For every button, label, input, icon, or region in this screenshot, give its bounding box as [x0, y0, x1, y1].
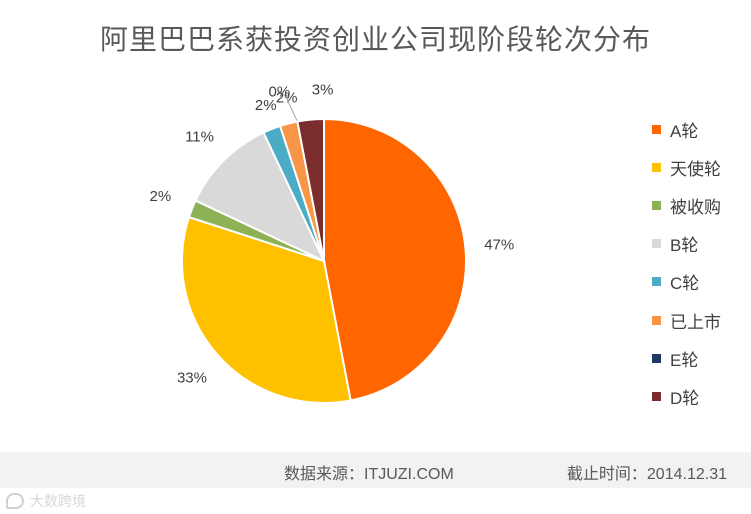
footer-bar: 数据来源：ITJUZI.COM 截止时间：2014.12.31: [0, 452, 751, 488]
legend-swatch: [652, 200, 661, 210]
legend-item: E轮: [652, 339, 751, 377]
pie-slice-8: 3%: [296, 82, 334, 262]
legend-label: D轮: [670, 388, 700, 408]
legend-item: 被收购: [652, 186, 751, 224]
leader-line: [284, 95, 298, 122]
pie-slice-7: 0%: [269, 84, 298, 122]
legend-swatch: [652, 277, 661, 287]
watermark-logo-icon: [6, 493, 24, 509]
watermark: 大数跨境: [6, 490, 86, 512]
legend: A轮天使轮被收购 B轮 C轮已上市 E轮 D轮: [652, 110, 751, 416]
legend-label: 被收购: [670, 197, 721, 217]
legend-item: B轮: [652, 225, 751, 263]
legend-item: D轮: [652, 377, 751, 415]
pie-slice-2: 33%: [177, 215, 352, 404]
legend-label: 已上市: [670, 312, 721, 332]
slice-data-label: 0%: [269, 84, 291, 101]
slice-data-label: 47%: [484, 236, 514, 253]
legend-label: E轮: [670, 350, 699, 370]
legend-label: B轮: [670, 236, 699, 256]
pie-slice-shape-4: [194, 131, 327, 264]
slice-data-label: 2%: [255, 97, 277, 114]
legend-label: C轮: [670, 274, 700, 294]
legend-swatch: [652, 315, 661, 325]
legend-item: C轮: [652, 263, 751, 301]
chart-title: 阿里巴巴系获投资创业公司现阶段轮次分布: [99, 24, 651, 55]
legend-item: 天使轮: [652, 148, 751, 186]
legend-swatch: [652, 162, 661, 172]
slice-data-label: 33%: [177, 369, 207, 386]
legend-label: 天使轮: [670, 159, 721, 179]
legend-swatch: [652, 239, 661, 249]
pie-slice-4: 11%: [185, 129, 327, 264]
slice-data-label: 3%: [312, 82, 334, 99]
legend-swatch: [652, 391, 661, 401]
legend-label: A轮: [670, 121, 699, 141]
legend-item: A轮: [652, 110, 751, 148]
pie-chart: 47%33%2%11%2%2%0%3%: [150, 82, 514, 404]
pie-slice-1: 47%: [323, 117, 514, 402]
cutoff-date: 截止时间：2014.12.31: [566, 466, 727, 483]
legend-item: 已上市: [652, 301, 751, 339]
chart-card: 阿里巴巴系获投资创业公司现阶段轮次分布 47%33%2%11%2%2%0%3% …: [0, 24, 751, 453]
slice-data-label: 2%: [150, 188, 172, 205]
slice-data-label: 11%: [185, 129, 214, 146]
pie-slice-shape-8: [296, 117, 325, 262]
legend-swatch: [652, 124, 661, 134]
pie-slice-shape-2: [181, 215, 352, 404]
pie-slice-shape-1: [323, 117, 467, 402]
legend-swatch: [652, 353, 661, 363]
watermark-text: 大数跨境: [30, 493, 86, 509]
data-source: 数据来源：ITJUZI.COM: [284, 466, 454, 483]
